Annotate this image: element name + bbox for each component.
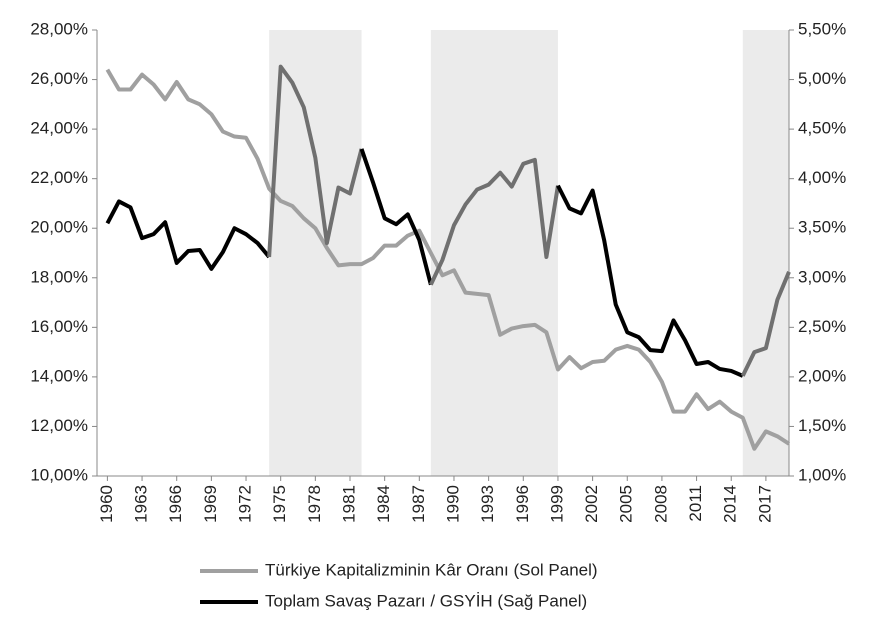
series-line	[740, 271, 791, 377]
x-tick-label: 1978	[305, 485, 324, 523]
x-tick-label: 1981	[339, 485, 358, 523]
y-tick-label: 16,00%	[30, 317, 88, 336]
x-tick-label: 2002	[582, 485, 601, 523]
x-tick-label: 1996	[513, 485, 532, 523]
y-tick-label: 28,00%	[30, 19, 88, 38]
x-tick-label: 1960	[97, 485, 116, 523]
series-line	[556, 184, 744, 378]
y-tick-label: 24,00%	[30, 119, 88, 138]
y2-tick-label: 4,50%	[798, 119, 846, 138]
shaded-span	[742, 30, 789, 476]
y2-tick-label: 1,50%	[798, 416, 846, 435]
x-tick-label: 1963	[132, 485, 151, 523]
y-tick-label: 12,00%	[30, 416, 88, 435]
series-line	[429, 157, 560, 286]
x-tick-label: 1993	[478, 485, 497, 523]
y2-tick-label: 5,50%	[798, 19, 846, 38]
x-tick-label: 2011	[686, 485, 705, 522]
shaded-span	[430, 30, 558, 476]
legend-label: Türkiye Kapitalizminin Kâr Oranı (Sol Pa…	[265, 560, 598, 579]
x-tick-label: 2008	[651, 485, 670, 523]
y2-tick-label: 3,50%	[798, 218, 846, 237]
y-tick-label: 18,00%	[30, 267, 88, 286]
x-tick-label: 1972	[236, 485, 255, 523]
y-tick-label: 14,00%	[30, 366, 88, 385]
y2-tick-label: 3,00%	[798, 267, 846, 286]
series-line	[105, 199, 271, 271]
x-tick-label: 2017	[755, 485, 774, 523]
shaded-span	[269, 30, 362, 476]
series-line	[105, 68, 791, 451]
x-tick-label: 1987	[409, 485, 428, 523]
x-tick-label: 1990	[443, 485, 462, 523]
series-line	[267, 64, 364, 258]
x-tick-label: 2005	[617, 485, 636, 523]
y-tick-label: 20,00%	[30, 218, 88, 237]
y2-tick-label: 2,50%	[798, 317, 846, 336]
x-tick-label: 1975	[270, 485, 289, 523]
x-tick-label: 1969	[201, 485, 220, 523]
series-line	[359, 148, 433, 286]
y-tick-label: 26,00%	[30, 69, 88, 88]
y-tick-label: 10,00%	[30, 465, 88, 484]
x-tick-label: 1999	[547, 485, 566, 523]
y2-tick-label: 4,00%	[798, 168, 846, 187]
x-tick-label: 1966	[166, 485, 185, 523]
x-tick-label: 1984	[374, 485, 393, 523]
y2-tick-label: 5,00%	[798, 69, 846, 88]
y-tick-label: 22,00%	[30, 168, 88, 187]
x-tick-label: 2014	[721, 485, 740, 523]
y2-tick-label: 1,00%	[798, 465, 846, 484]
y2-tick-label: 2,00%	[798, 366, 846, 385]
legend-label: Toplam Savaş Pazarı / GSYİH (Sağ Panel)	[265, 591, 587, 610]
